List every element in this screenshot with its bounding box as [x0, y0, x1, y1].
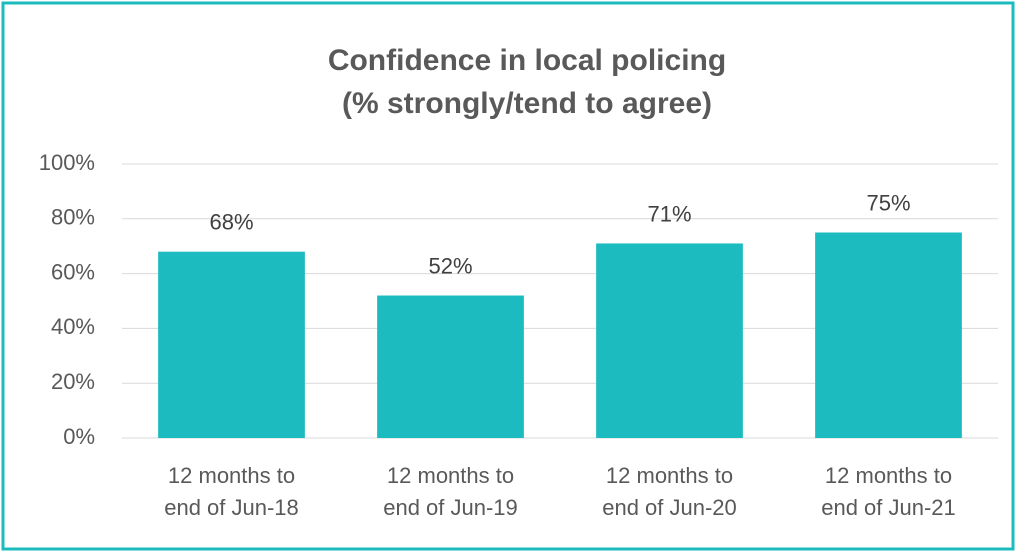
x-tick-label: 12 months to end of Jun-20	[602, 463, 737, 520]
x-tick-label: 12 months to end of Jun-21	[821, 463, 956, 520]
chart-title: Confidence in local policing	[328, 44, 726, 77]
y-tick-label: 80%	[51, 205, 95, 230]
y-tick-label: 0%	[63, 424, 95, 449]
bar	[815, 232, 962, 438]
chart-subtitle: (% strongly/tend to agree)	[342, 87, 712, 120]
y-tick-label: 100%	[39, 150, 95, 175]
y-tick-label: 60%	[51, 259, 95, 284]
data-label: 75%	[866, 190, 910, 215]
data-label: 52%	[428, 253, 472, 278]
data-label: 71%	[647, 201, 691, 226]
y-tick-label: 20%	[51, 369, 95, 394]
bar	[377, 295, 524, 438]
bar	[158, 251, 305, 438]
x-tick-label: 12 months to end of Jun-19	[383, 463, 518, 520]
y-tick-label: 40%	[51, 314, 95, 339]
data-label: 68%	[209, 209, 253, 234]
bar	[596, 243, 743, 438]
x-tick-label: 12 months to end of Jun-18	[164, 463, 299, 520]
